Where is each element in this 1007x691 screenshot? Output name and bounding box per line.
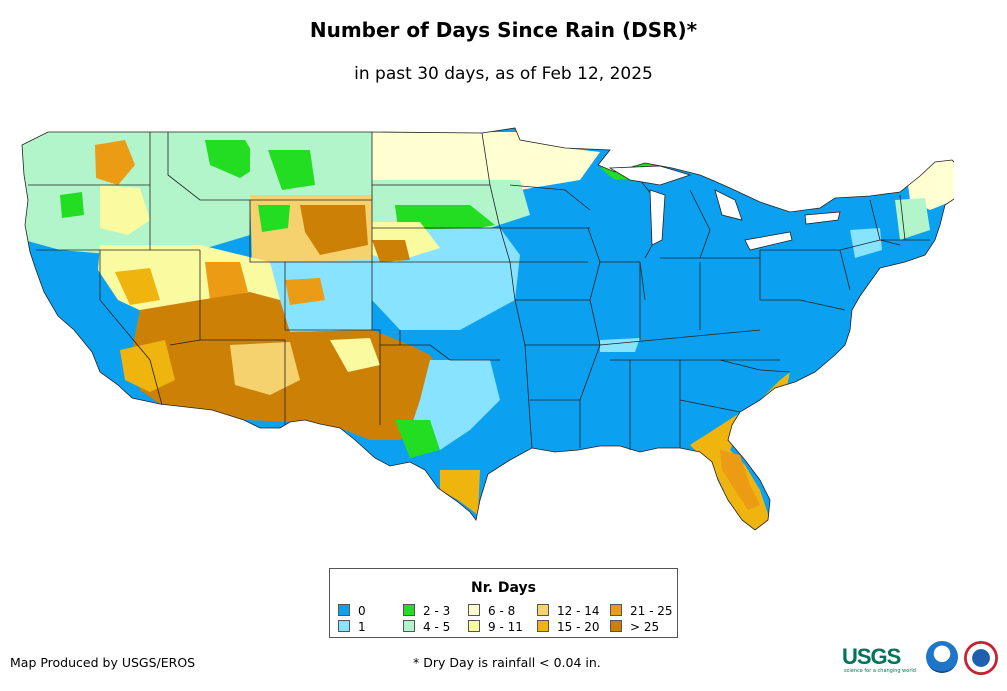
legend-swatch xyxy=(338,604,350,616)
legend-label: 21 - 25 xyxy=(630,604,673,618)
zone-nm-9-11 xyxy=(330,338,380,372)
legend-label: 0 xyxy=(358,604,366,618)
logos: USGS science for a changing world xyxy=(842,640,1002,676)
legend-item: 6 - 8 xyxy=(468,604,515,618)
legend-label: 2 - 3 xyxy=(423,604,451,618)
zone-az-12-14 xyxy=(230,342,300,395)
legend-swatch xyxy=(403,620,415,632)
zone-tx-2-3 xyxy=(395,420,440,458)
lake-erie xyxy=(744,231,793,251)
zone-or-2-3 xyxy=(60,192,84,218)
zone-wy-2-3 xyxy=(258,205,290,232)
zone-ut-21-25 xyxy=(205,262,248,300)
legend-swatch xyxy=(403,604,415,616)
legend-label: 4 - 5 xyxy=(423,620,451,634)
legend-item: 1 xyxy=(338,620,366,634)
zone-mt-2-3 xyxy=(205,140,260,178)
legend-swatch xyxy=(610,620,622,632)
legend-swatch xyxy=(338,620,350,632)
lake-superior xyxy=(608,165,692,186)
zone-wy-25 xyxy=(300,205,368,255)
legend-swatch xyxy=(468,604,480,616)
map-title: Number of Days Since Rain (DSR)* xyxy=(309,18,698,42)
legend-swatch xyxy=(537,604,549,616)
zone-ne-25 xyxy=(372,240,410,262)
nws-logo-icon xyxy=(964,641,998,675)
legend-item: 21 - 25 xyxy=(610,604,673,618)
legend-label: 9 - 11 xyxy=(488,620,523,634)
lake-huron xyxy=(714,189,743,221)
legend-item: 2 - 3 xyxy=(403,604,450,618)
legend-item: 9 - 11 xyxy=(468,620,523,634)
legend-item: 12 - 14 xyxy=(537,604,600,618)
legend-label: 12 - 14 xyxy=(557,604,600,618)
legend-label: 15 - 20 xyxy=(557,620,600,634)
legend-title: Nr. Days xyxy=(471,580,536,596)
usgs-logo: USGS xyxy=(842,644,901,669)
legend-swatch xyxy=(468,620,480,632)
legend-label: 6 - 8 xyxy=(488,604,516,618)
map-subtitle: in past 30 days, as of Feb 12, 2025 xyxy=(354,64,653,84)
legend-item: > 25 xyxy=(610,620,659,634)
legend-swatch xyxy=(537,620,549,632)
footnote-text: * Dry Day is rainfall < 0.04 in. xyxy=(413,655,601,670)
us-dsr-map xyxy=(21,127,954,531)
credit-text: Map Produced by USGS/EROS xyxy=(10,655,196,670)
zone-ca-15-20 xyxy=(120,340,175,392)
zone-or-9-11 xyxy=(100,185,150,235)
legend-item: 15 - 20 xyxy=(537,620,600,634)
usgs-tagline: science for a changing world xyxy=(844,668,916,674)
great-lakes xyxy=(608,165,841,251)
noaa-logo-icon xyxy=(926,641,958,673)
zone-mt-green xyxy=(268,150,315,190)
lake-michigan xyxy=(649,189,666,246)
lake-ontario xyxy=(804,211,841,225)
zone-ny-1 xyxy=(850,228,882,258)
legend-item: 0 xyxy=(338,604,366,618)
zone-tn-1 xyxy=(600,338,640,352)
zone-or-21-25 xyxy=(95,140,135,185)
zone-nv-15-20 xyxy=(115,268,160,305)
legend-swatch xyxy=(610,604,622,616)
zone-tx-15-20 xyxy=(440,470,480,515)
legend-label: 1 xyxy=(358,620,366,634)
legend-item: 4 - 5 xyxy=(403,620,450,634)
legend: Nr. Days 0 1 2 - 3 4 - 5 6 - 8 9 - 11 12 - 14 1… xyxy=(329,568,678,638)
zone-fl-21-25 xyxy=(720,450,760,510)
legend-label: > 25 xyxy=(630,620,660,634)
zone-co-21-25 xyxy=(285,278,325,305)
dsr-fill xyxy=(22,128,954,530)
